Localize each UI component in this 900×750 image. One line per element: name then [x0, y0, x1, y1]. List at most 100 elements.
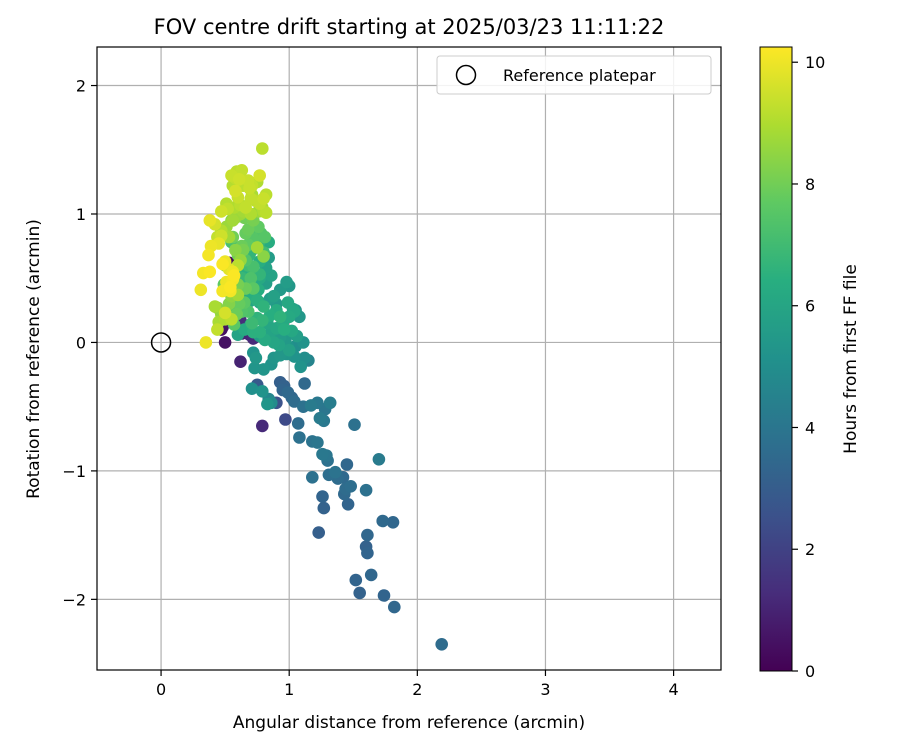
- data-point: [257, 192, 270, 205]
- data-point: [239, 201, 252, 214]
- data-point: [361, 528, 374, 542]
- data-point: [317, 501, 331, 515]
- data-point: [218, 306, 232, 320]
- data-point: [215, 205, 228, 218]
- data-point: [353, 586, 367, 600]
- data-point: [194, 283, 208, 297]
- data-point: [199, 336, 213, 349]
- plot-area: [97, 47, 721, 670]
- x-axis-ticks: 0 1 2 3 4: [156, 670, 679, 699]
- y-axis-ticks: −2 −1 0 1 2: [62, 77, 97, 609]
- data-point: [323, 396, 337, 410]
- plot-frame: [96, 46, 722, 671]
- data-point: [226, 214, 240, 227]
- data-point: [257, 300, 270, 313]
- x-tick-label: 1: [284, 680, 294, 699]
- data-point: [227, 269, 241, 282]
- data-point: [258, 230, 272, 244]
- data-point: [218, 336, 232, 349]
- colorbar-ticks: 0 2 4 6 8 10: [792, 53, 825, 681]
- x-tick-label: 2: [412, 680, 422, 699]
- data-point: [291, 417, 305, 430]
- data-point: [234, 355, 247, 369]
- colorbar-tick-label: 6: [805, 297, 815, 316]
- data-point: [279, 413, 292, 426]
- data-point: [312, 526, 326, 539]
- colorbar-label: Hours from first FF file: [841, 264, 861, 454]
- data-point: [359, 483, 373, 497]
- x-tick-label: 0: [156, 680, 166, 699]
- data-point: [298, 377, 311, 390]
- data-point: [376, 514, 390, 528]
- data-point: [245, 382, 259, 396]
- data-point: [282, 310, 296, 324]
- data-point: [273, 310, 287, 324]
- data-point: [364, 568, 378, 582]
- y-axis-label: Rotation from reference (arcmin): [24, 219, 44, 499]
- data-points: [194, 142, 449, 651]
- data-point: [267, 289, 281, 303]
- data-point: [281, 296, 295, 309]
- data-point: [253, 169, 266, 182]
- data-point: [244, 271, 258, 285]
- colorbar-tick-label: 8: [805, 175, 815, 194]
- y-tick-label: 1: [76, 205, 86, 224]
- data-point: [229, 243, 242, 257]
- colorbar-tick-label: 2: [805, 540, 815, 559]
- legend-box: [436, 55, 712, 95]
- data-point: [294, 360, 308, 374]
- data-point: [311, 436, 324, 449]
- data-point: [306, 471, 319, 484]
- data-point: [340, 458, 354, 471]
- data-point: [361, 546, 374, 560]
- data-point: [261, 397, 274, 411]
- data-point: [224, 280, 237, 294]
- data-point: [293, 431, 306, 444]
- y-tick-label: −1: [62, 462, 86, 481]
- legend-entry-reference-platepar: Reference platepar: [503, 66, 656, 85]
- data-point: [349, 573, 363, 587]
- data-point: [316, 490, 329, 503]
- data-point: [386, 516, 400, 529]
- data-point: [313, 411, 327, 425]
- legend: Reference platepar: [436, 55, 712, 95]
- data-point: [257, 250, 270, 263]
- data-point: [203, 265, 217, 279]
- data-point: [249, 351, 263, 365]
- data-point: [277, 323, 291, 336]
- colorbar-tick-label: 0: [805, 662, 815, 681]
- legend-reference-marker: [455, 64, 477, 86]
- data-point: [316, 447, 329, 461]
- data-point: [255, 314, 269, 327]
- colorbar-tick-label: 10: [805, 53, 825, 72]
- data-point: [232, 173, 246, 186]
- y-tick-label: 0: [76, 333, 86, 352]
- reference-marker-group: [150, 332, 172, 353]
- data-point: [255, 142, 269, 155]
- data-point: [329, 465, 342, 479]
- data-point: [203, 214, 217, 227]
- data-point: [253, 325, 266, 339]
- colorbar-tick-label: 4: [805, 418, 815, 437]
- data-point: [281, 386, 295, 399]
- data-point: [435, 638, 449, 651]
- y-tick-label: 2: [76, 77, 86, 96]
- colorbar-gradient: [759, 46, 793, 672]
- x-axis-label: Angular distance from reference (arcmin): [233, 713, 585, 733]
- data-point: [208, 300, 222, 313]
- data-point: [344, 480, 358, 493]
- chart-title: FOV centre drift starting at 2025/03/23 …: [154, 15, 665, 39]
- data-point: [280, 275, 293, 289]
- data-point: [250, 241, 264, 254]
- data-point: [372, 453, 386, 466]
- data-point: [341, 498, 355, 511]
- colorbar: 0 2 4 6 8 10 Hours from first FF file: [759, 46, 861, 681]
- data-point: [377, 589, 391, 602]
- y-tick-label: −2: [62, 590, 86, 609]
- data-point: [282, 343, 296, 357]
- data-point: [245, 316, 259, 330]
- data-point: [388, 600, 401, 614]
- data-point: [216, 257, 229, 271]
- reference-platepar-marker: [150, 332, 172, 353]
